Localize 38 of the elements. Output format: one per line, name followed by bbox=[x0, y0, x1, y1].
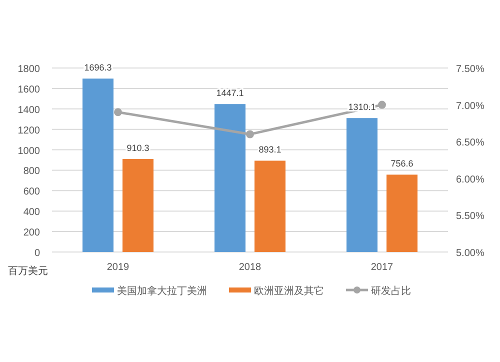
point bbox=[246, 130, 254, 138]
data-label: 1696.3 bbox=[84, 62, 112, 73]
legend-label: 美国加拿大拉丁美洲 bbox=[117, 285, 207, 297]
y2-tick-label: 5.00% bbox=[456, 248, 484, 259]
bar bbox=[214, 104, 246, 252]
data-label: 756.6 bbox=[390, 158, 414, 169]
data-label: 1447.1 bbox=[216, 88, 244, 98]
bar bbox=[82, 78, 114, 252]
y2-tick-label: 5.50% bbox=[456, 211, 484, 222]
y-tick-label: 800 bbox=[23, 166, 40, 178]
x-tick-label: 2017 bbox=[370, 262, 394, 273]
y-tick-label: 200 bbox=[23, 228, 40, 239]
x-tick-label: 2019 bbox=[106, 262, 130, 273]
y-tick-label: 1400 bbox=[18, 104, 40, 116]
bar bbox=[386, 174, 418, 252]
y2-tick-label: 7.50% bbox=[456, 64, 484, 75]
y-tick-label: 400 bbox=[23, 207, 40, 218]
y-tick-label: 1600 bbox=[18, 84, 40, 96]
y-tick-label: 1000 bbox=[18, 146, 40, 157]
bar bbox=[346, 118, 378, 252]
y-tick-label: 0 bbox=[34, 248, 40, 259]
bar bbox=[254, 160, 286, 252]
y2-tick-label: 6.00% bbox=[456, 174, 484, 186]
y-axis-title: 百万美元 bbox=[8, 265, 48, 277]
y-tick-label: 1800 bbox=[18, 64, 40, 75]
legend-label: 欧洲亚洲及其它 bbox=[254, 285, 324, 297]
data-label: 893.1 bbox=[258, 144, 282, 155]
point bbox=[378, 100, 386, 109]
x-tick-label: 2018 bbox=[238, 262, 262, 273]
point bbox=[114, 108, 122, 116]
y-tick-label: 1200 bbox=[18, 125, 40, 136]
data-label: 1310.1 bbox=[348, 102, 376, 112]
y2-tick-label: 6.50% bbox=[456, 138, 484, 149]
data-label: 910.3 bbox=[126, 142, 150, 153]
y-tick-label: 600 bbox=[23, 186, 40, 198]
bar bbox=[122, 158, 154, 252]
y2-tick-label: 7.00% bbox=[456, 100, 484, 112]
legend-label: 研发占比 bbox=[371, 285, 411, 297]
